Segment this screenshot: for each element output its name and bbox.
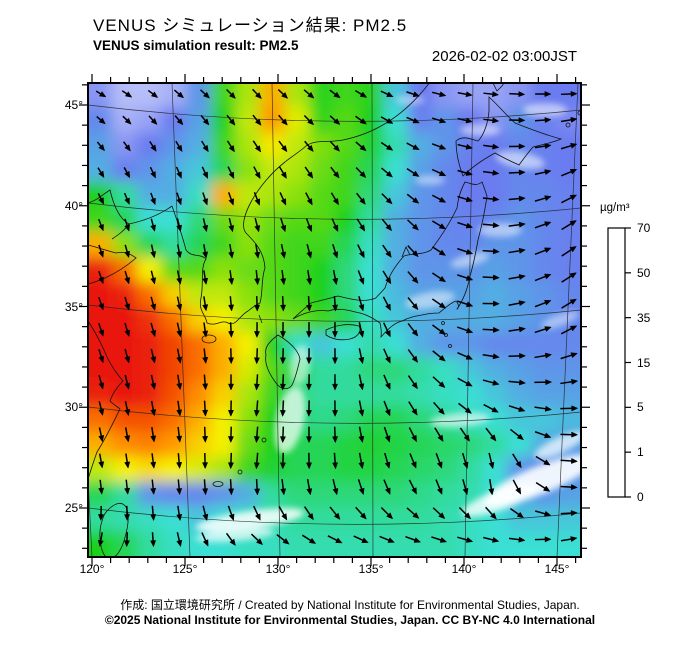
axis-ticks: [79, 74, 590, 566]
colorbar-tick-0: 0: [637, 490, 644, 504]
colorbar-tick-1: 1: [637, 445, 644, 460]
colorbar-tick-15: 15: [637, 355, 651, 370]
map-frame: [87, 82, 582, 558]
cloud-streaks: [195, 95, 581, 542]
lat-label-25: 25°: [64, 501, 83, 515]
lon-label-130: 130°: [265, 562, 291, 576]
wind-arrows: [95, 88, 579, 548]
pm25-field: [88, 83, 581, 557]
lat-label-35: 35°: [64, 299, 83, 314]
lon-label-125: 125°: [172, 562, 198, 576]
colorbar-units-label: µg/m³: [600, 202, 630, 214]
lat-label-45: 45°: [64, 98, 83, 112]
colorbar: [607, 227, 631, 498]
lon-label-140: 140°: [451, 562, 477, 576]
simulation-timestamp: 2026-02-02 03:00JST: [431, 48, 577, 65]
lon-label-120: 120°: [79, 562, 105, 576]
page-title-english: VENUS simulation result: PM2.5: [93, 38, 299, 53]
lon-label-135: 135°: [358, 562, 384, 576]
lon-label-145: 145°: [544, 562, 570, 576]
page-title-japanese: VENUS シミュレーション結果: PM2.5: [93, 16, 408, 35]
coastlines: [88, 83, 581, 557]
colorbar-tick-5: 5: [637, 400, 644, 415]
colorbar-tick-70: 70: [637, 221, 651, 235]
lat-label-30: 30°: [64, 400, 83, 415]
lat-label-40: 40°: [64, 198, 83, 213]
colorbar-tick-50: 50: [637, 265, 651, 280]
copyright-line: ©2025 National Institute for Environment…: [104, 613, 596, 627]
credit-line: 作成: 国立環境研究所 / Created by National Instit…: [120, 598, 580, 612]
colorbar-tick-35: 35: [637, 310, 651, 325]
